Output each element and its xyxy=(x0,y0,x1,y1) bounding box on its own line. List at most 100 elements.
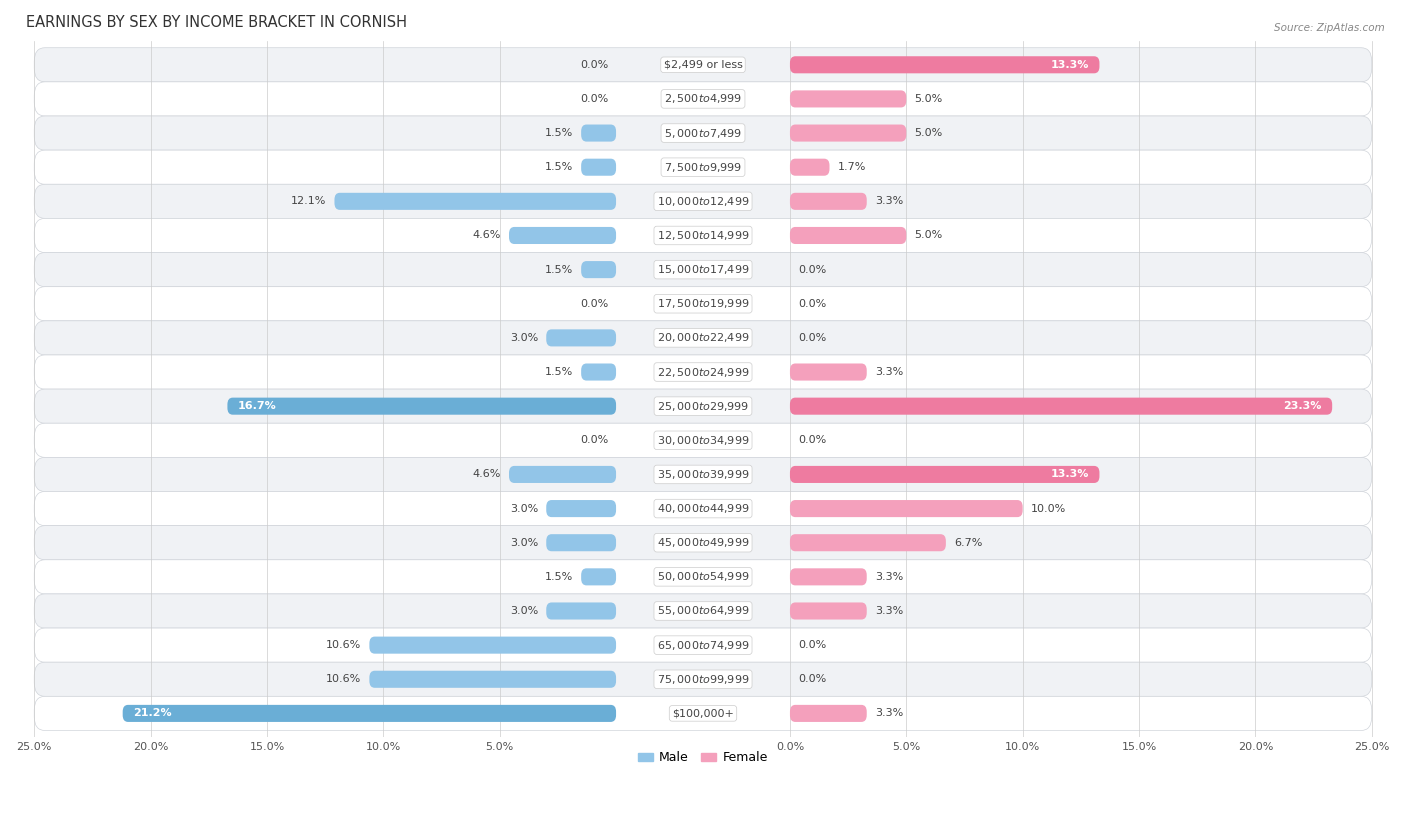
FancyBboxPatch shape xyxy=(34,150,1372,185)
Text: 3.0%: 3.0% xyxy=(510,606,538,616)
FancyBboxPatch shape xyxy=(34,185,1372,219)
FancyBboxPatch shape xyxy=(370,671,616,688)
FancyBboxPatch shape xyxy=(34,116,1372,150)
Text: 1.5%: 1.5% xyxy=(546,128,574,138)
Text: 1.5%: 1.5% xyxy=(546,572,574,582)
FancyBboxPatch shape xyxy=(581,159,616,176)
FancyBboxPatch shape xyxy=(34,526,1372,560)
Text: 3.3%: 3.3% xyxy=(875,708,903,719)
Text: 10.6%: 10.6% xyxy=(326,674,361,685)
Text: 1.5%: 1.5% xyxy=(546,264,574,275)
FancyBboxPatch shape xyxy=(34,48,1372,82)
Text: 0.0%: 0.0% xyxy=(579,60,607,70)
Text: 3.3%: 3.3% xyxy=(875,196,903,207)
Text: $12,500 to $14,999: $12,500 to $14,999 xyxy=(657,229,749,242)
Text: $75,000 to $99,999: $75,000 to $99,999 xyxy=(657,673,749,685)
FancyBboxPatch shape xyxy=(34,321,1372,355)
Text: 13.3%: 13.3% xyxy=(1050,469,1088,480)
Text: $65,000 to $74,999: $65,000 to $74,999 xyxy=(657,639,749,652)
Text: 0.0%: 0.0% xyxy=(579,298,607,309)
FancyBboxPatch shape xyxy=(790,159,830,176)
FancyBboxPatch shape xyxy=(790,602,866,620)
Text: 21.2%: 21.2% xyxy=(134,708,172,719)
Text: 1.7%: 1.7% xyxy=(838,163,866,172)
FancyBboxPatch shape xyxy=(34,253,1372,287)
FancyBboxPatch shape xyxy=(790,56,1099,73)
Text: $2,499 or less: $2,499 or less xyxy=(664,60,742,70)
Text: 1.5%: 1.5% xyxy=(546,163,574,172)
FancyBboxPatch shape xyxy=(790,705,866,722)
Text: 3.3%: 3.3% xyxy=(875,367,903,377)
FancyBboxPatch shape xyxy=(122,705,616,722)
FancyBboxPatch shape xyxy=(34,389,1372,424)
Text: $20,000 to $22,499: $20,000 to $22,499 xyxy=(657,332,749,345)
Text: $15,000 to $17,499: $15,000 to $17,499 xyxy=(657,263,749,276)
Text: EARNINGS BY SEX BY INCOME BRACKET IN CORNISH: EARNINGS BY SEX BY INCOME BRACKET IN COR… xyxy=(27,15,408,30)
FancyBboxPatch shape xyxy=(790,398,1331,415)
Text: $50,000 to $54,999: $50,000 to $54,999 xyxy=(657,571,749,584)
FancyBboxPatch shape xyxy=(790,568,866,585)
FancyBboxPatch shape xyxy=(34,82,1372,116)
FancyBboxPatch shape xyxy=(509,466,616,483)
Text: 0.0%: 0.0% xyxy=(799,333,827,343)
Legend: Male, Female: Male, Female xyxy=(633,746,773,769)
FancyBboxPatch shape xyxy=(509,227,616,244)
FancyBboxPatch shape xyxy=(790,124,907,141)
FancyBboxPatch shape xyxy=(547,329,616,346)
FancyBboxPatch shape xyxy=(790,466,1099,483)
FancyBboxPatch shape xyxy=(34,287,1372,321)
Text: $100,000+: $100,000+ xyxy=(672,708,734,719)
Text: $5,000 to $7,499: $5,000 to $7,499 xyxy=(664,127,742,140)
FancyBboxPatch shape xyxy=(34,424,1372,458)
Text: 3.0%: 3.0% xyxy=(510,537,538,548)
FancyBboxPatch shape xyxy=(581,363,616,380)
Text: 5.0%: 5.0% xyxy=(914,94,942,104)
Text: 16.7%: 16.7% xyxy=(238,401,277,411)
Text: 3.0%: 3.0% xyxy=(510,503,538,514)
FancyBboxPatch shape xyxy=(790,227,907,244)
Text: 0.0%: 0.0% xyxy=(799,640,827,650)
Text: 10.6%: 10.6% xyxy=(326,640,361,650)
FancyBboxPatch shape xyxy=(790,193,866,210)
Text: 3.0%: 3.0% xyxy=(510,333,538,343)
Text: $55,000 to $64,999: $55,000 to $64,999 xyxy=(657,605,749,618)
FancyBboxPatch shape xyxy=(547,500,616,517)
Text: $25,000 to $29,999: $25,000 to $29,999 xyxy=(657,400,749,413)
Text: 0.0%: 0.0% xyxy=(799,435,827,446)
FancyBboxPatch shape xyxy=(790,500,1022,517)
FancyBboxPatch shape xyxy=(581,568,616,585)
FancyBboxPatch shape xyxy=(581,261,616,278)
Text: Source: ZipAtlas.com: Source: ZipAtlas.com xyxy=(1274,23,1385,33)
FancyBboxPatch shape xyxy=(34,663,1372,696)
FancyBboxPatch shape xyxy=(790,363,866,380)
Text: 13.3%: 13.3% xyxy=(1050,60,1088,70)
Text: $22,500 to $24,999: $22,500 to $24,999 xyxy=(657,366,749,379)
Text: $7,500 to $9,999: $7,500 to $9,999 xyxy=(664,161,742,174)
FancyBboxPatch shape xyxy=(34,696,1372,730)
Text: 1.5%: 1.5% xyxy=(546,367,574,377)
Text: 5.0%: 5.0% xyxy=(914,128,942,138)
Text: 0.0%: 0.0% xyxy=(799,674,827,685)
Text: 0.0%: 0.0% xyxy=(799,264,827,275)
Text: 4.6%: 4.6% xyxy=(472,469,501,480)
Text: 3.3%: 3.3% xyxy=(875,606,903,616)
FancyBboxPatch shape xyxy=(335,193,616,210)
FancyBboxPatch shape xyxy=(34,219,1372,253)
Text: 0.0%: 0.0% xyxy=(579,94,607,104)
Text: $17,500 to $19,999: $17,500 to $19,999 xyxy=(657,298,749,311)
Text: 10.0%: 10.0% xyxy=(1031,503,1066,514)
FancyBboxPatch shape xyxy=(34,492,1372,526)
Text: 4.6%: 4.6% xyxy=(472,230,501,241)
Text: $10,000 to $12,499: $10,000 to $12,499 xyxy=(657,195,749,208)
FancyBboxPatch shape xyxy=(34,594,1372,628)
Text: 3.3%: 3.3% xyxy=(875,572,903,582)
FancyBboxPatch shape xyxy=(790,90,907,107)
FancyBboxPatch shape xyxy=(790,534,946,551)
FancyBboxPatch shape xyxy=(34,628,1372,663)
Text: 6.7%: 6.7% xyxy=(953,537,983,548)
Text: $40,000 to $44,999: $40,000 to $44,999 xyxy=(657,502,749,515)
FancyBboxPatch shape xyxy=(581,124,616,141)
Text: $30,000 to $34,999: $30,000 to $34,999 xyxy=(657,434,749,447)
Text: $45,000 to $49,999: $45,000 to $49,999 xyxy=(657,537,749,550)
Text: 12.1%: 12.1% xyxy=(291,196,326,207)
